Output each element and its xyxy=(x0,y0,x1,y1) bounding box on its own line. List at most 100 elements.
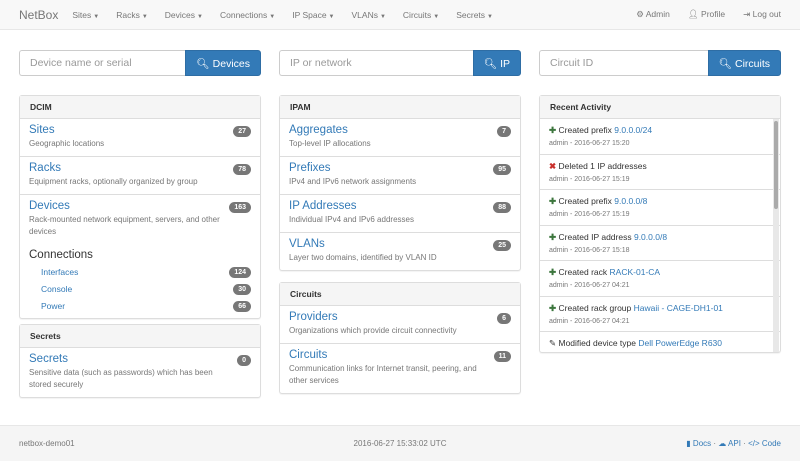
search-icon: 🔍︎ xyxy=(483,57,498,70)
cloud-icon: ☁ xyxy=(718,439,727,448)
nav-menu-connections[interactable]: Connections ▼ xyxy=(219,9,276,20)
panel-heading: Secrets xyxy=(20,325,260,348)
count-badge: 30 xyxy=(233,284,251,295)
list-item: Providers Organizations which provide cir… xyxy=(280,306,520,344)
column-middle: IPAM Aggregates Top-level IP allocations 7… xyxy=(279,95,521,399)
connection-link[interactable]: Console xyxy=(41,284,73,294)
device-search-field[interactable]: Device name or serial xyxy=(19,50,186,76)
caret-down-icon: ▼ xyxy=(197,13,203,20)
ipam-panel: IPAM Aggregates Top-level IP allocations 7… xyxy=(279,95,521,271)
profile-link[interactable]: 👤︎ Profile xyxy=(687,9,726,19)
activity-meta: admin - 2016-06-27 04:21 xyxy=(549,317,630,325)
scrollbar-thumb[interactable] xyxy=(774,121,778,209)
activity-link[interactable]: 9.0.0.0/8 xyxy=(633,231,668,242)
circuit-search-form: Circuit ID 🔍︎ Circuits xyxy=(539,50,781,76)
plus-icon: ✚ xyxy=(549,267,557,277)
item-link[interactable]: VLANs xyxy=(289,238,325,250)
connections-title: Connections xyxy=(29,249,93,261)
activity-link[interactable]: 9.0.0.0/24 xyxy=(614,125,653,135)
count-badge: 163 xyxy=(229,202,251,213)
panel-heading: Circuits xyxy=(280,283,520,306)
item-link[interactable]: Prefixes xyxy=(289,162,331,174)
activity-item: ✚ Created rack RACK-01-CA admin - 2016-06… xyxy=(540,261,780,297)
nav-menu-circuits[interactable]: Circuits ▼ xyxy=(402,9,440,20)
count-badge: 88 xyxy=(493,202,511,213)
plus-icon: ✚ xyxy=(549,196,557,206)
activity-link[interactable]: 9.0.0.0/8 xyxy=(614,196,648,206)
device-search-input[interactable] xyxy=(20,51,186,75)
item-description: Rack-mounted network equipment, servers,… xyxy=(29,215,220,236)
ip-search-field[interactable]: IP or network xyxy=(279,50,473,76)
activity-meta: admin - 2016-06-27 15:20 xyxy=(549,140,630,147)
list-item: IP Addresses Individual IPv4 and IPv6 add… xyxy=(280,195,520,233)
activity-item: ✚ Created prefix 9.0.0.0/24 admin - 2016-… xyxy=(540,119,780,155)
list-item: Secrets Sensitive data (such as passwords… xyxy=(20,348,260,397)
ip-search-form: IP or network 🔍︎ IP xyxy=(279,50,521,76)
column-left: DCIM Sites Geographic locations 27 Racks Equ… xyxy=(19,95,261,403)
activity-link[interactable]: RACK-01-CA xyxy=(609,267,661,277)
activity-item: ✚ Created IP address 9.0.0.0/8 admin - 20… xyxy=(540,226,780,261)
circuit-search-field[interactable]: Circuit ID xyxy=(539,50,708,76)
item-link[interactable]: Devices xyxy=(29,200,70,212)
item-link[interactable]: Racks xyxy=(29,162,61,174)
delete-icon: ✖ xyxy=(549,160,557,171)
admin-link[interactable]: ⚙ Admin xyxy=(636,9,670,19)
circuit-search-button[interactable]: 🔍︎ Circuits xyxy=(707,50,781,76)
caret-down-icon: ▼ xyxy=(433,13,440,20)
nav-menu-secrets[interactable]: Secrets ▼ xyxy=(456,9,493,20)
connection-item: Console 30 xyxy=(29,280,251,297)
code-link[interactable]: </> Code xyxy=(748,439,781,448)
nav-menu-racks[interactable]: Racks ▼ xyxy=(116,9,148,20)
item-description: Geographic locations xyxy=(29,139,105,148)
activity-meta: admin - 2016-06-27 15:18 xyxy=(549,246,630,254)
item-link[interactable]: Aggregates xyxy=(289,124,348,136)
nav-menu-sites[interactable]: Sites ▼ xyxy=(72,9,100,20)
item-link[interactable]: Circuits xyxy=(289,349,328,361)
item-link[interactable]: Secrets xyxy=(29,353,68,365)
dcim-panel: DCIM Sites Geographic locations 27 Racks Equ… xyxy=(19,95,261,319)
item-description: Sensitive data (such as passwords) which… xyxy=(29,368,213,389)
item-description: Individual IPv4 and IPv6 addresses xyxy=(289,215,414,224)
activity-item: ✚ Created rack group Hawaii - CAGE-DH1-0… xyxy=(540,297,780,332)
count-badge: 11 xyxy=(493,351,511,362)
connection-link[interactable]: Interfaces xyxy=(41,267,79,277)
scrollbar[interactable] xyxy=(773,119,779,352)
activity-meta: admin - 2016-06-27 15:19 xyxy=(549,175,630,183)
nav-menu-devices[interactable]: Devices ▼ xyxy=(164,9,203,20)
logout-icon: ⇥ xyxy=(743,9,751,19)
activity-item: ✎ Modified device type Dell PowerEdge R6… xyxy=(540,332,780,352)
nav-menu-vlans[interactable]: VLANs ▼ xyxy=(351,9,386,20)
caret-down-icon: ▼ xyxy=(269,13,276,20)
activity-link[interactable]: Hawaii - CAGE-DH1-01 xyxy=(633,302,723,313)
circuit-search-input[interactable] xyxy=(540,51,708,75)
server-time: 2016-06-27 15:33:02 UTC xyxy=(353,439,447,448)
item-link[interactable]: Sites xyxy=(29,124,55,136)
ip-search-button[interactable]: 🔍︎ IP xyxy=(472,50,521,76)
docs-link[interactable]: ▮ Docs xyxy=(686,439,712,448)
activity-link[interactable]: Dell PowerEdge R630 xyxy=(638,338,723,348)
api-link[interactable]: ☁ API xyxy=(718,439,741,448)
list-item: VLANs Layer two domains, identified by VL… xyxy=(280,233,520,270)
panel-heading: Recent Activity xyxy=(540,96,780,119)
connection-link[interactable]: Power xyxy=(41,301,66,311)
item-link[interactable]: Providers xyxy=(289,311,338,323)
activity-item: ✖ Deleted 1 IP addresses admin - 2016-06… xyxy=(540,155,780,190)
count-badge: 124 xyxy=(229,267,251,278)
ip-search-input[interactable] xyxy=(280,51,473,75)
caret-down-icon: ▼ xyxy=(379,13,386,20)
count-badge: 0 xyxy=(237,355,251,366)
count-badge: 25 xyxy=(493,240,511,251)
item-link[interactable]: IP Addresses xyxy=(289,200,357,212)
connection-item: Power 66 xyxy=(29,297,251,314)
activity-meta: admin - 2016-06-27 04:21 xyxy=(549,282,630,289)
device-search-button[interactable]: 🔍︎ Devices xyxy=(185,50,261,76)
navbar: NetBox Sites ▼ Racks ▼ Devices ▼ Connections ▼ I… xyxy=(0,0,800,30)
list-item: Circuits Communication links for Internet… xyxy=(280,344,520,393)
nav-menu-ip-space[interactable]: IP Space ▼ xyxy=(292,9,335,20)
list-item: Devices Rack-mounted network equipment, s… xyxy=(20,195,260,244)
logout-link[interactable]: ⇥ Log out xyxy=(743,9,781,19)
activity-item: ✚ Created prefix 9.0.0.0/8 admin - 2016-0… xyxy=(540,190,780,226)
activity-list: ✚ Created prefix 9.0.0.0/24 admin - 2016-… xyxy=(540,119,780,352)
user-icon: 👤︎ xyxy=(687,9,699,19)
brand-logo[interactable]: NetBox xyxy=(19,7,59,22)
